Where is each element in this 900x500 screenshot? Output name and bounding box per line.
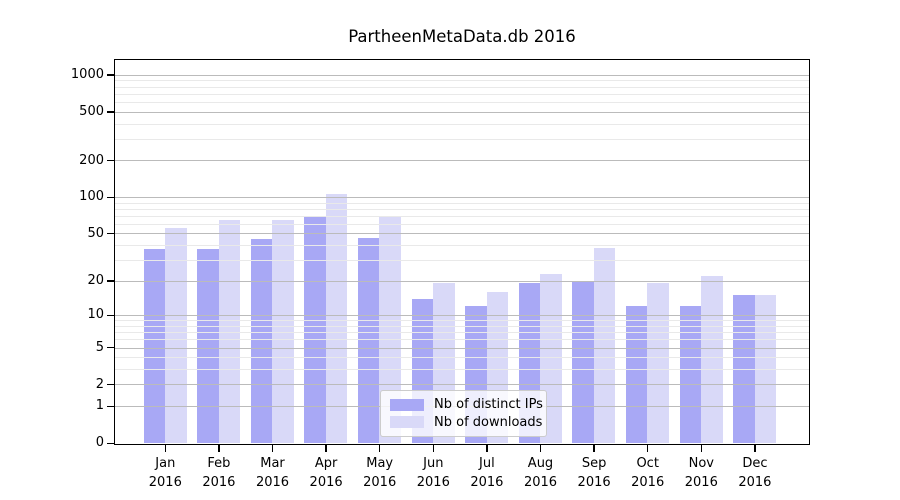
bar-ips-mar <box>250 238 273 443</box>
bar-ips-jan <box>143 249 165 443</box>
x-tick-mark <box>325 445 327 452</box>
y-tick-label: 200 <box>79 152 104 168</box>
y-tick-mark <box>107 74 114 76</box>
y-tick-label: 20 <box>87 273 104 289</box>
bar-downloads-sep <box>593 247 616 443</box>
y-tick-label: 1 <box>95 398 104 414</box>
x-tick-mark <box>647 445 649 452</box>
legend-swatch-downloads <box>390 416 424 429</box>
bar-downloads-oct <box>647 283 669 443</box>
bar-ips-apr <box>304 215 326 443</box>
bar-ips-dec <box>733 295 755 443</box>
y-tick-label: 5 <box>95 339 104 355</box>
x-tick-mark <box>486 445 488 452</box>
bar-ips-feb <box>197 249 219 443</box>
bar-downloads-apr <box>325 194 348 443</box>
bar-ips-may <box>357 237 380 443</box>
y-tick-mark <box>107 442 114 444</box>
bar-ips-sep <box>572 280 594 443</box>
y-tick-label: 100 <box>79 189 104 205</box>
y-tick-mark <box>107 196 114 199</box>
legend-swatch-distinct-ips <box>390 398 424 411</box>
y-tick-label: 0 <box>95 435 104 451</box>
y-tick-label: 2 <box>95 376 104 392</box>
bar-ips-oct <box>625 306 648 443</box>
x-tick-label: Dec 2016 <box>738 456 772 490</box>
x-tick-label: Aug 2016 <box>523 456 558 490</box>
x-tick-mark <box>700 445 702 452</box>
x-tick-mark <box>271 445 274 452</box>
bar-downloads-mar <box>272 219 294 443</box>
y-tick-mark <box>107 233 114 235</box>
legend: Nb of distinct IPs Nb of downloads <box>380 390 547 437</box>
bar-ips-nov <box>679 306 701 443</box>
x-tick-mark <box>379 445 381 452</box>
x-tick-mark <box>754 445 756 452</box>
y-tick-label: 10 <box>87 307 104 323</box>
x-tick-mark <box>593 445 595 452</box>
bar-downloads-may <box>379 216 401 443</box>
y-tick-mark <box>107 405 114 408</box>
bar-downloads-jan <box>165 228 187 443</box>
y-tick-label: 1000 <box>70 67 104 83</box>
x-tick-label: Apr 2016 <box>309 456 343 490</box>
x-tick-label: Feb 2016 <box>202 456 236 490</box>
x-tick-mark <box>164 445 166 452</box>
y-tick-label: 50 <box>87 225 104 241</box>
y-tick-mark <box>107 280 114 282</box>
x-tick-label: Sep 2016 <box>577 456 611 490</box>
legend-label-downloads: Nb of downloads <box>434 414 543 430</box>
x-tick-mark <box>432 445 434 452</box>
bars-layer <box>115 60 809 444</box>
y-tick-mark <box>107 159 114 162</box>
x-tick-label: Jun 2016 <box>416 456 450 490</box>
x-tick-label: Nov 2016 <box>684 456 718 490</box>
y-tick-label: 500 <box>79 103 104 119</box>
x-tick-label: May 2016 <box>363 456 397 490</box>
chart-title: PartheenMetaData.db 2016 <box>348 27 576 46</box>
x-tick-label: Oct 2016 <box>631 456 665 490</box>
y-tick-mark <box>107 384 114 386</box>
plot-area: Nb of distinct IPs Nb of downloads <box>114 59 810 445</box>
y-tick-mark <box>107 111 114 113</box>
x-tick-label: Jul 2016 <box>470 456 504 490</box>
y-tick-mark <box>107 347 114 349</box>
x-tick-label: Jan 2016 <box>148 456 182 490</box>
legend-row: Nb of distinct IPs <box>390 397 543 412</box>
bar-downloads-dec <box>754 295 777 443</box>
x-tick-mark <box>539 445 542 452</box>
x-tick-mark <box>218 445 220 452</box>
y-tick-mark <box>107 314 114 317</box>
bar-downloads-feb <box>218 219 241 443</box>
legend-row: Nb of downloads <box>390 415 542 430</box>
x-tick-label: Mar 2016 <box>255 456 290 490</box>
legend-label-distinct-ips: Nb of distinct IPs <box>434 397 543 413</box>
bar-downloads-nov <box>701 275 723 443</box>
